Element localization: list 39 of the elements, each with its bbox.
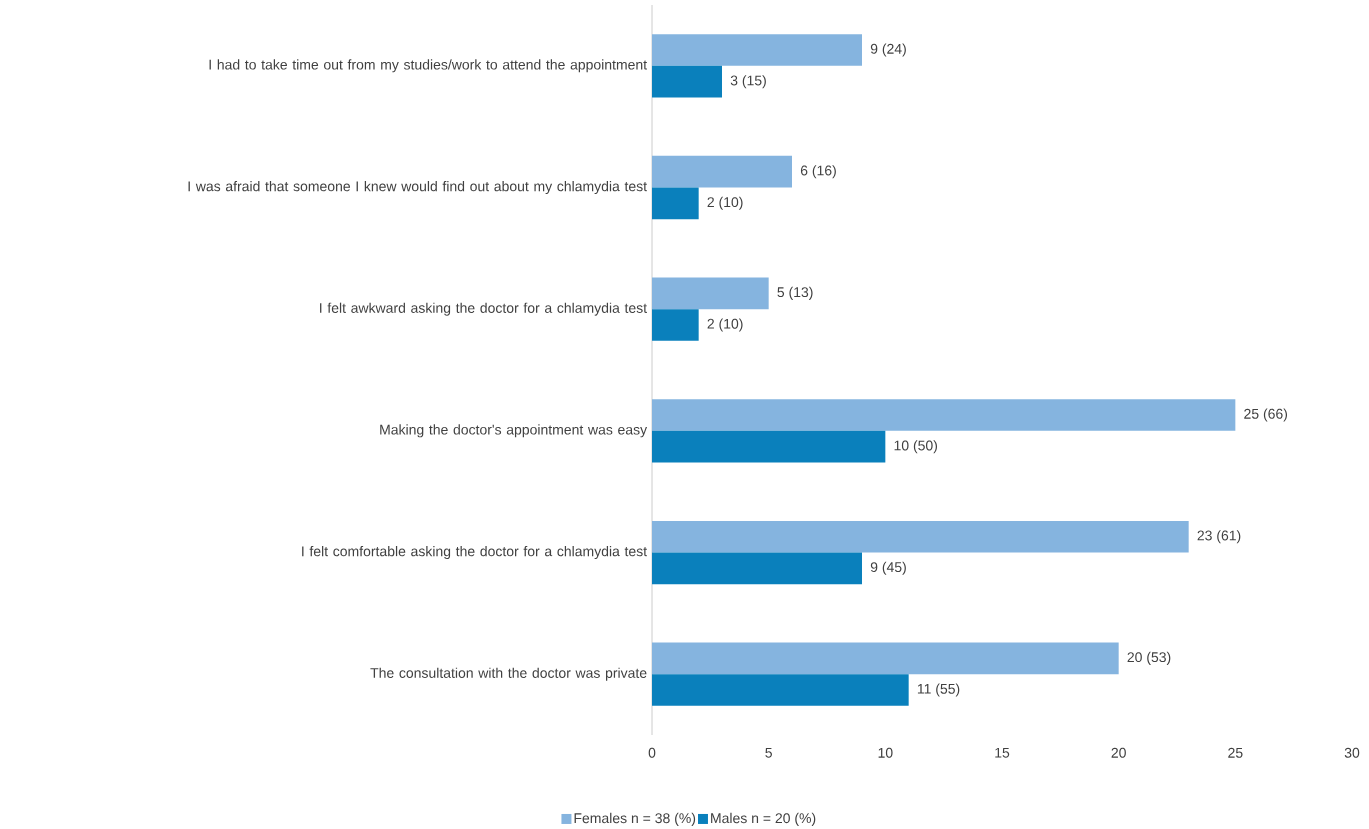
bar: [652, 277, 769, 310]
bar: [652, 520, 1189, 553]
bar: [652, 674, 909, 706]
data-label: 3 (15): [730, 75, 766, 89]
x-tick-label: 5: [765, 747, 772, 758]
bar: [652, 309, 699, 341]
y-tick-label: The consultation with the doctor was private: [370, 667, 647, 681]
y-tick-label: I had to take time out from my studies/work to attend the appointment: [209, 59, 647, 73]
data-label: 11 (55): [917, 683, 960, 697]
data-label: 10 (50): [894, 440, 938, 454]
x-tick-label: 25: [1228, 747, 1243, 758]
x-tick-label: 0: [648, 747, 656, 758]
bar: [652, 430, 886, 463]
bar: [652, 552, 862, 585]
data-label: 23 (61): [1197, 530, 1241, 544]
y-tick-label: I felt comfortable asking the doctor for a chlamydia test: [302, 545, 647, 560]
data-label: 9 (45): [870, 561, 906, 575]
bar: [652, 187, 699, 220]
bar: [652, 642, 1119, 675]
bar: [652, 34, 862, 66]
bar: [652, 65, 722, 98]
bar: [652, 155, 792, 188]
data-label: 2 (10): [707, 196, 743, 210]
y-tick-label: I was afraid that someone I knew would find out about my chlamydia test: [188, 180, 647, 195]
x-tick-label: 20: [1111, 747, 1126, 758]
x-tick-label: 10: [878, 747, 893, 758]
data-label: 2 (10): [707, 318, 743, 332]
x-tick-label: 15: [995, 747, 1010, 758]
data-label: 20 (53): [1127, 651, 1171, 665]
bar: [652, 399, 1236, 431]
legend-label: Females n = 38 (%): [574, 812, 696, 826]
y-tick-label: I felt awkward asking the doctor for a chlamydia test: [320, 302, 647, 316]
legend-label: Males n = 20 (%): [711, 812, 816, 826]
data-label: 5 (13): [777, 286, 813, 300]
data-label: 9 (24): [870, 43, 906, 57]
y-tick-label: Making the doctor's appointment was easy: [380, 424, 648, 438]
x-tick-label: 30: [1344, 747, 1360, 758]
data-label: 6 (16): [800, 165, 836, 179]
data-label: 25 (66): [1244, 408, 1288, 422]
